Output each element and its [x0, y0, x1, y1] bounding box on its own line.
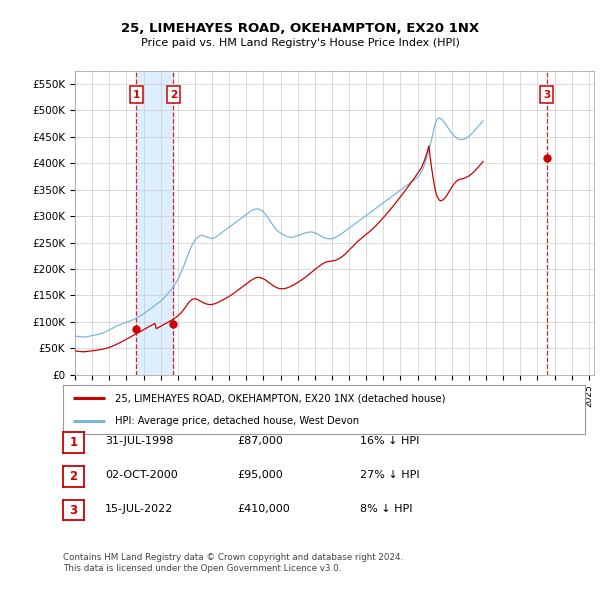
Text: £95,000: £95,000 [237, 470, 283, 480]
Text: 15-JUL-2022: 15-JUL-2022 [105, 504, 173, 513]
Text: 8% ↓ HPI: 8% ↓ HPI [360, 504, 413, 513]
Text: 27% ↓ HPI: 27% ↓ HPI [360, 470, 419, 480]
Text: Contains HM Land Registry data © Crown copyright and database right 2024.
This d: Contains HM Land Registry data © Crown c… [63, 553, 403, 573]
Text: 3: 3 [70, 503, 77, 517]
Text: HPI: Average price, detached house, West Devon: HPI: Average price, detached house, West… [115, 415, 359, 425]
Text: 16% ↓ HPI: 16% ↓ HPI [360, 437, 419, 446]
Text: Price paid vs. HM Land Registry's House Price Index (HPI): Price paid vs. HM Land Registry's House … [140, 38, 460, 48]
Text: 25, LIMEHAYES ROAD, OKEHAMPTON, EX20 1NX (detached house): 25, LIMEHAYES ROAD, OKEHAMPTON, EX20 1NX… [115, 394, 446, 404]
Bar [136, 71, 173, 375]
Text: 3: 3 [543, 90, 550, 100]
Text: 31-JUL-1998: 31-JUL-1998 [105, 437, 173, 446]
Text: 02-OCT-2000: 02-OCT-2000 [105, 470, 178, 480]
Text: 1: 1 [133, 90, 140, 100]
Text: 1: 1 [70, 436, 77, 450]
Text: £410,000: £410,000 [237, 504, 290, 513]
Text: 25, LIMEHAYES ROAD, OKEHAMPTON, EX20 1NX: 25, LIMEHAYES ROAD, OKEHAMPTON, EX20 1NX [121, 22, 479, 35]
Text: £87,000: £87,000 [237, 437, 283, 446]
Text: 2: 2 [170, 90, 177, 100]
Text: 2: 2 [70, 470, 77, 483]
